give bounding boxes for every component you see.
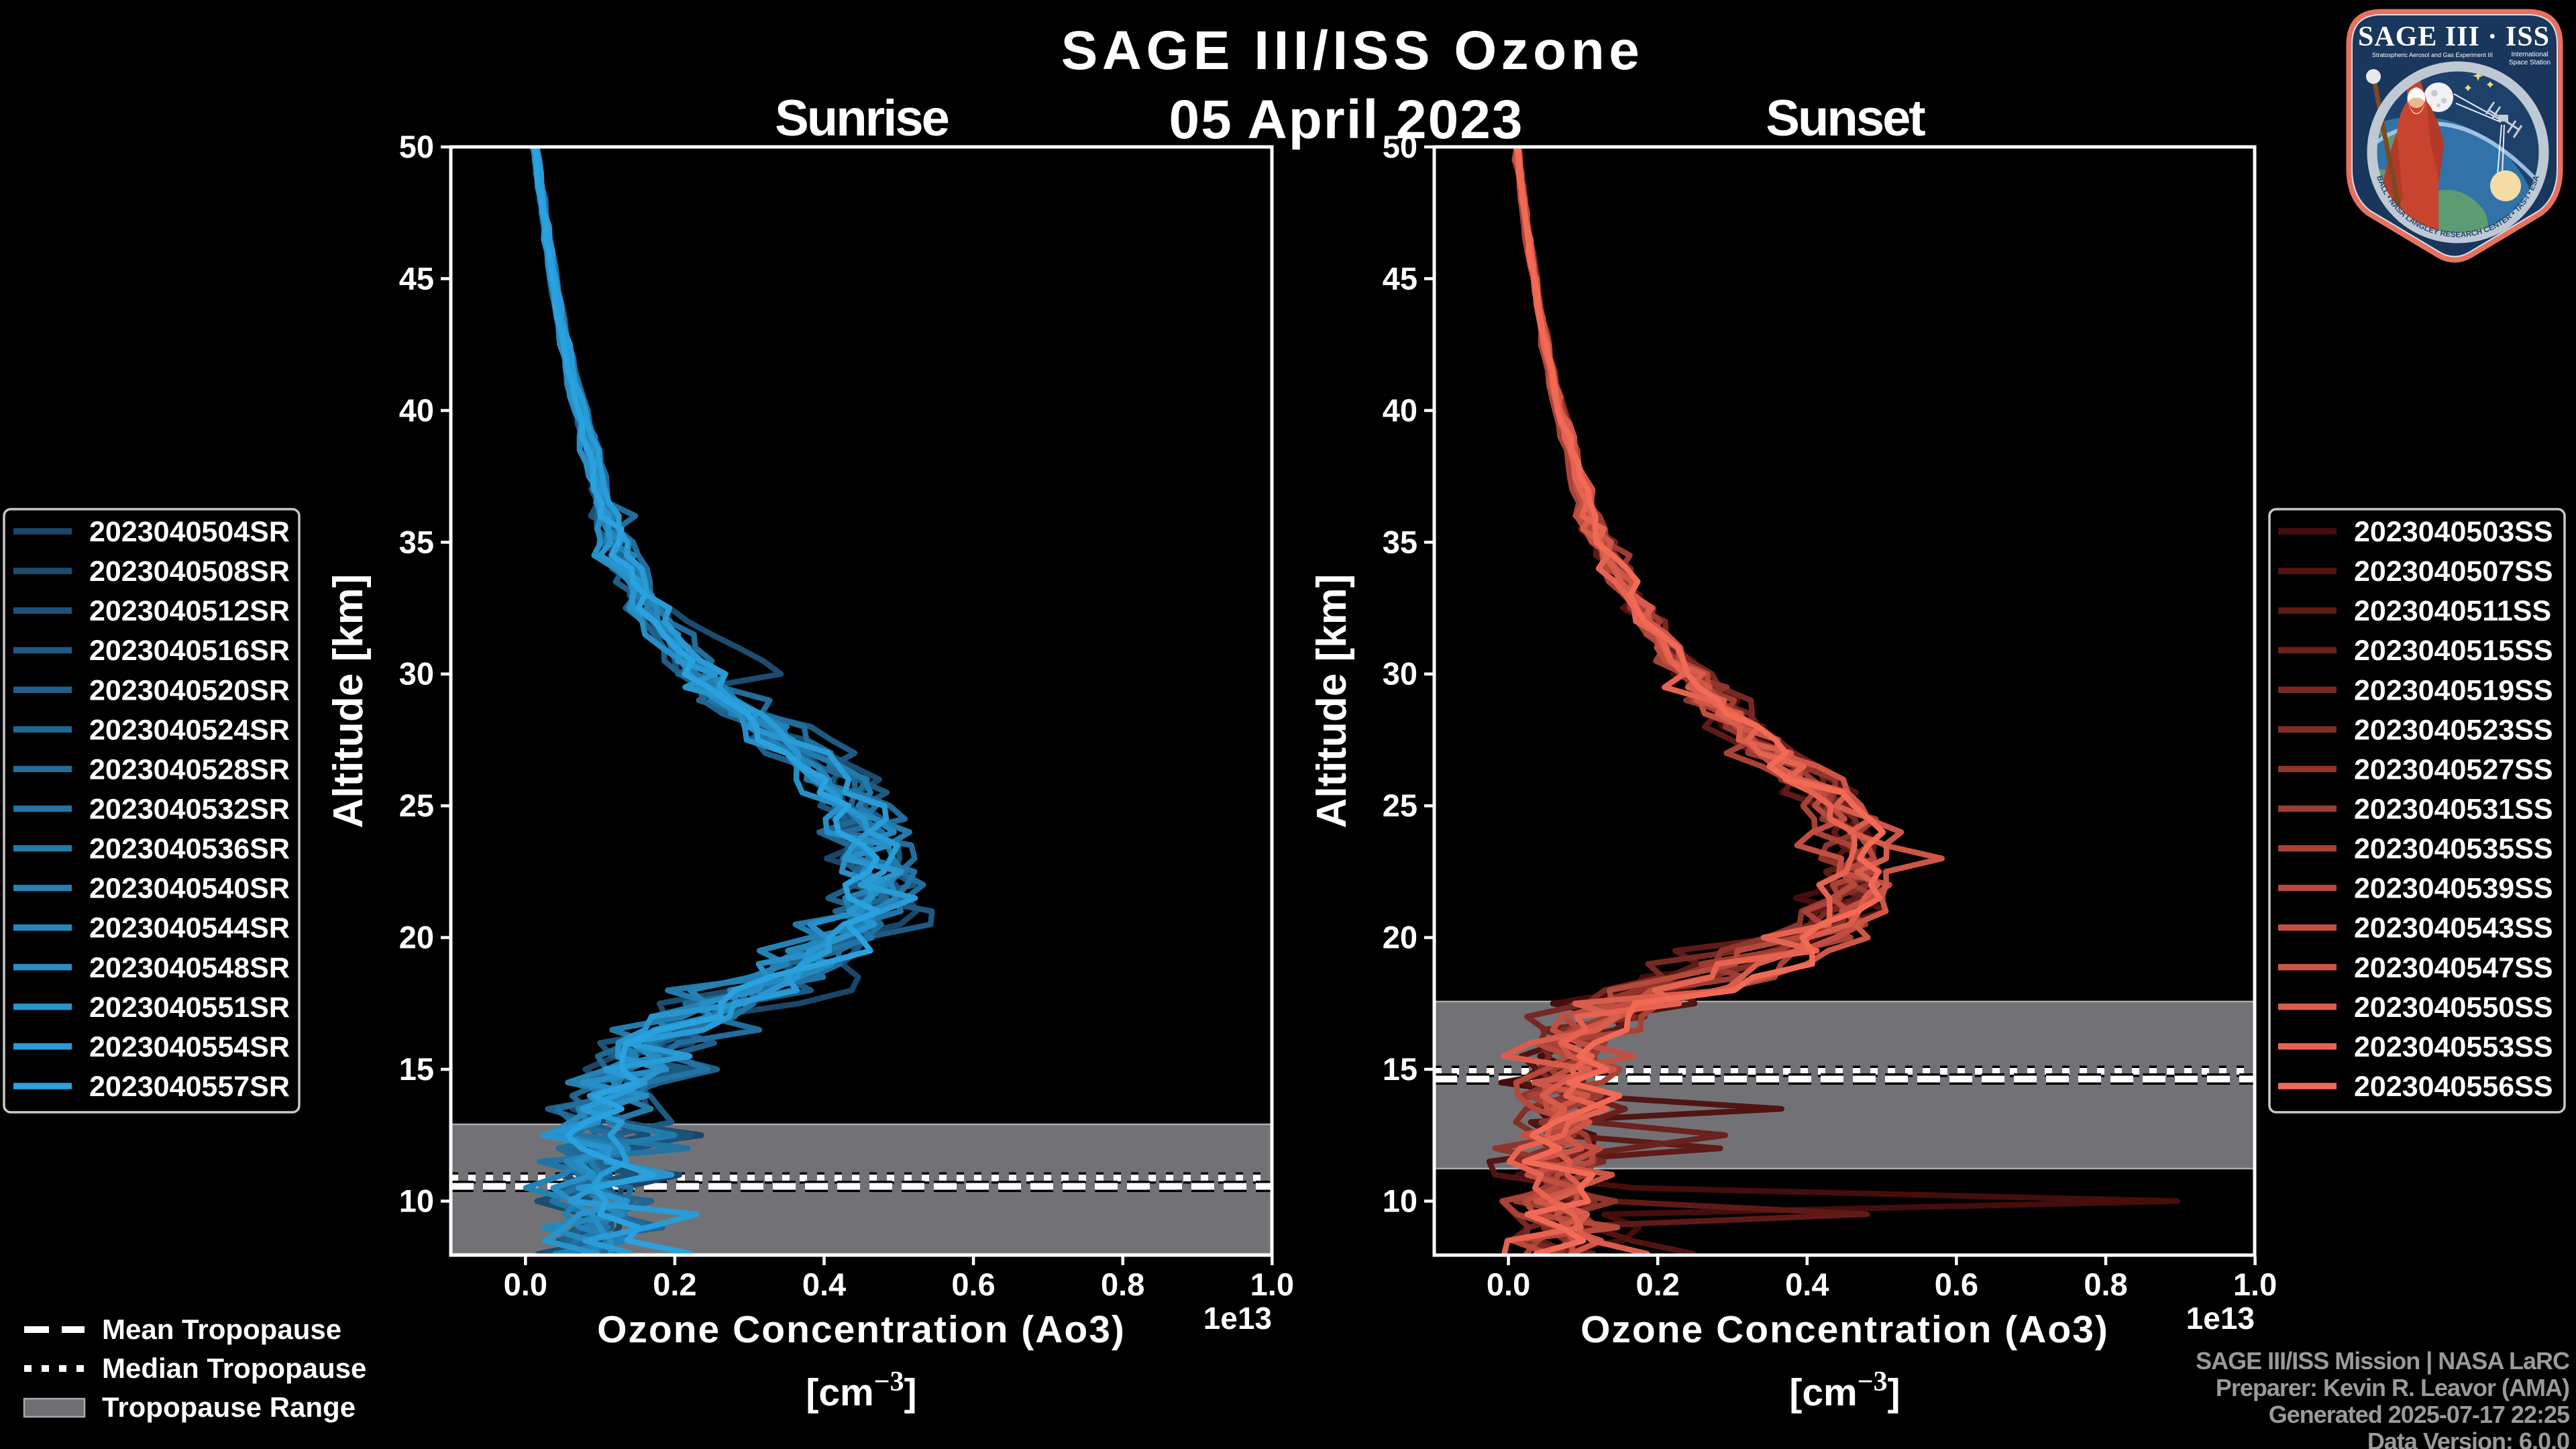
- svg-text:Preparer: Kevin R. Leavor (AMA: Preparer: Kevin R. Leavor (AMA): [2216, 1374, 2569, 1401]
- svg-text:2023040504SR: 2023040504SR: [89, 516, 290, 548]
- svg-text:2023040527SS: 2023040527SS: [2354, 753, 2553, 786]
- svg-text:1e13: 1e13: [2186, 1301, 2255, 1336]
- svg-text:Tropopause Range: Tropopause Range: [102, 1391, 356, 1423]
- svg-text:Data Version: 6.0.0: Data Version: 6.0.0: [2367, 1428, 2569, 1449]
- svg-text:Space Station: Space Station: [2509, 59, 2551, 66]
- svg-text:30: 30: [399, 656, 434, 692]
- svg-text:2023040557SR: 2023040557SR: [89, 1071, 290, 1103]
- svg-text:2023040528SR: 2023040528SR: [89, 753, 290, 786]
- svg-text:Generated 2025-07-17 22:25: Generated 2025-07-17 22:25: [2269, 1401, 2570, 1428]
- svg-text:2023040536SR: 2023040536SR: [89, 833, 290, 865]
- svg-text:SAGE III · ISS: SAGE III · ISS: [2358, 21, 2550, 52]
- svg-text:0.8: 0.8: [2084, 1267, 2127, 1302]
- svg-text:2023040535SS: 2023040535SS: [2354, 833, 2553, 865]
- svg-text:Sunset: Sunset: [1766, 90, 1925, 147]
- svg-text:0.4: 0.4: [802, 1267, 846, 1302]
- svg-text:10: 10: [399, 1183, 434, 1219]
- svg-text:2023040523SS: 2023040523SS: [2354, 714, 2553, 746]
- svg-text:15: 15: [399, 1051, 434, 1087]
- svg-text:0.6: 0.6: [1935, 1267, 1978, 1302]
- svg-text:2023040508SR: 2023040508SR: [89, 555, 290, 588]
- svg-text:2023040512SR: 2023040512SR: [89, 595, 290, 627]
- svg-text:2023040524SR: 2023040524SR: [89, 714, 290, 746]
- svg-text:25: 25: [399, 788, 434, 823]
- svg-text:40: 40: [1383, 392, 1417, 428]
- svg-text:2023040543SS: 2023040543SS: [2354, 912, 2553, 945]
- svg-text:1.0: 1.0: [2233, 1267, 2277, 1302]
- svg-text:2023040515SS: 2023040515SS: [2354, 635, 2553, 667]
- svg-text:35: 35: [399, 524, 434, 559]
- svg-text:20: 20: [1383, 920, 1417, 955]
- svg-text:0.2: 0.2: [653, 1267, 696, 1302]
- svg-text:2023040550SS: 2023040550SS: [2354, 991, 2553, 1024]
- svg-text:International: International: [2511, 51, 2548, 58]
- svg-text:Altitude [km]: Altitude [km]: [1309, 574, 1355, 828]
- svg-text:2023040554SR: 2023040554SR: [89, 1031, 290, 1063]
- svg-text:2023040520SR: 2023040520SR: [89, 674, 290, 706]
- svg-text:40: 40: [399, 392, 434, 428]
- svg-text:2023040511SS: 2023040511SS: [2354, 595, 2551, 627]
- svg-text:2023040519SS: 2023040519SS: [2354, 674, 2553, 706]
- svg-text:2023040553SS: 2023040553SS: [2354, 1031, 2553, 1063]
- svg-text:2023040503SS: 2023040503SS: [2354, 516, 2553, 548]
- svg-text:20: 20: [399, 920, 434, 955]
- svg-text:2023040532SR: 2023040532SR: [89, 794, 290, 826]
- svg-text:05 April 2023: 05 April 2023: [1169, 89, 1524, 150]
- svg-text:Altitude [km]: Altitude [km]: [325, 574, 372, 828]
- svg-text:0.0: 0.0: [1487, 1267, 1530, 1302]
- svg-text:10: 10: [1383, 1183, 1417, 1219]
- svg-text:Ozone Concentration (Ao3): Ozone Concentration (Ao3): [597, 1308, 1126, 1351]
- svg-text:0.6: 0.6: [951, 1267, 995, 1302]
- svg-text:0.4: 0.4: [1785, 1267, 1829, 1302]
- svg-text:1e13: 1e13: [1203, 1301, 1272, 1336]
- svg-text:Median Tropopause: Median Tropopause: [102, 1352, 366, 1384]
- svg-text:Ozone Concentration (Ao3): Ozone Concentration (Ao3): [1580, 1308, 2109, 1351]
- svg-text:0.0: 0.0: [504, 1267, 547, 1302]
- svg-text:Stratospheric Aerosol and Gas: Stratospheric Aerosol and Gas Experiment…: [2372, 52, 2493, 58]
- svg-text:2023040548SR: 2023040548SR: [89, 952, 290, 984]
- svg-text:0.2: 0.2: [1636, 1267, 1680, 1302]
- svg-text:2023040551SR: 2023040551SR: [89, 991, 290, 1024]
- svg-text:Mean Tropopause: Mean Tropopause: [102, 1313, 341, 1345]
- svg-text:35: 35: [1383, 524, 1417, 559]
- svg-text:2023040547SS: 2023040547SS: [2354, 952, 2553, 984]
- svg-text:2023040531SS: 2023040531SS: [2354, 794, 2553, 826]
- svg-text:Sunrise: Sunrise: [775, 90, 948, 147]
- svg-text:1.0: 1.0: [1250, 1267, 1294, 1302]
- svg-text:SAGE III/ISS Mission | NASA La: SAGE III/ISS Mission | NASA LaRC: [2196, 1347, 2570, 1375]
- svg-text:2023040539SS: 2023040539SS: [2354, 873, 2553, 905]
- svg-text:45: 45: [1383, 260, 1417, 296]
- svg-text:2023040556SS: 2023040556SS: [2354, 1071, 2553, 1103]
- svg-text:2023040507SS: 2023040507SS: [2354, 555, 2553, 588]
- svg-text:2023040516SR: 2023040516SR: [89, 635, 290, 667]
- svg-text:SAGE III/ISS Ozone: SAGE III/ISS Ozone: [1061, 20, 1644, 81]
- svg-text:50: 50: [1383, 129, 1417, 164]
- svg-text:0.8: 0.8: [1101, 1267, 1144, 1302]
- svg-text:25: 25: [1383, 788, 1417, 823]
- svg-text:45: 45: [399, 260, 434, 296]
- svg-text:2023040544SR: 2023040544SR: [89, 912, 290, 945]
- svg-text:50: 50: [399, 129, 434, 164]
- svg-text:2023040540SR: 2023040540SR: [89, 873, 290, 905]
- svg-text:15: 15: [1383, 1051, 1417, 1087]
- svg-text:30: 30: [1383, 656, 1417, 692]
